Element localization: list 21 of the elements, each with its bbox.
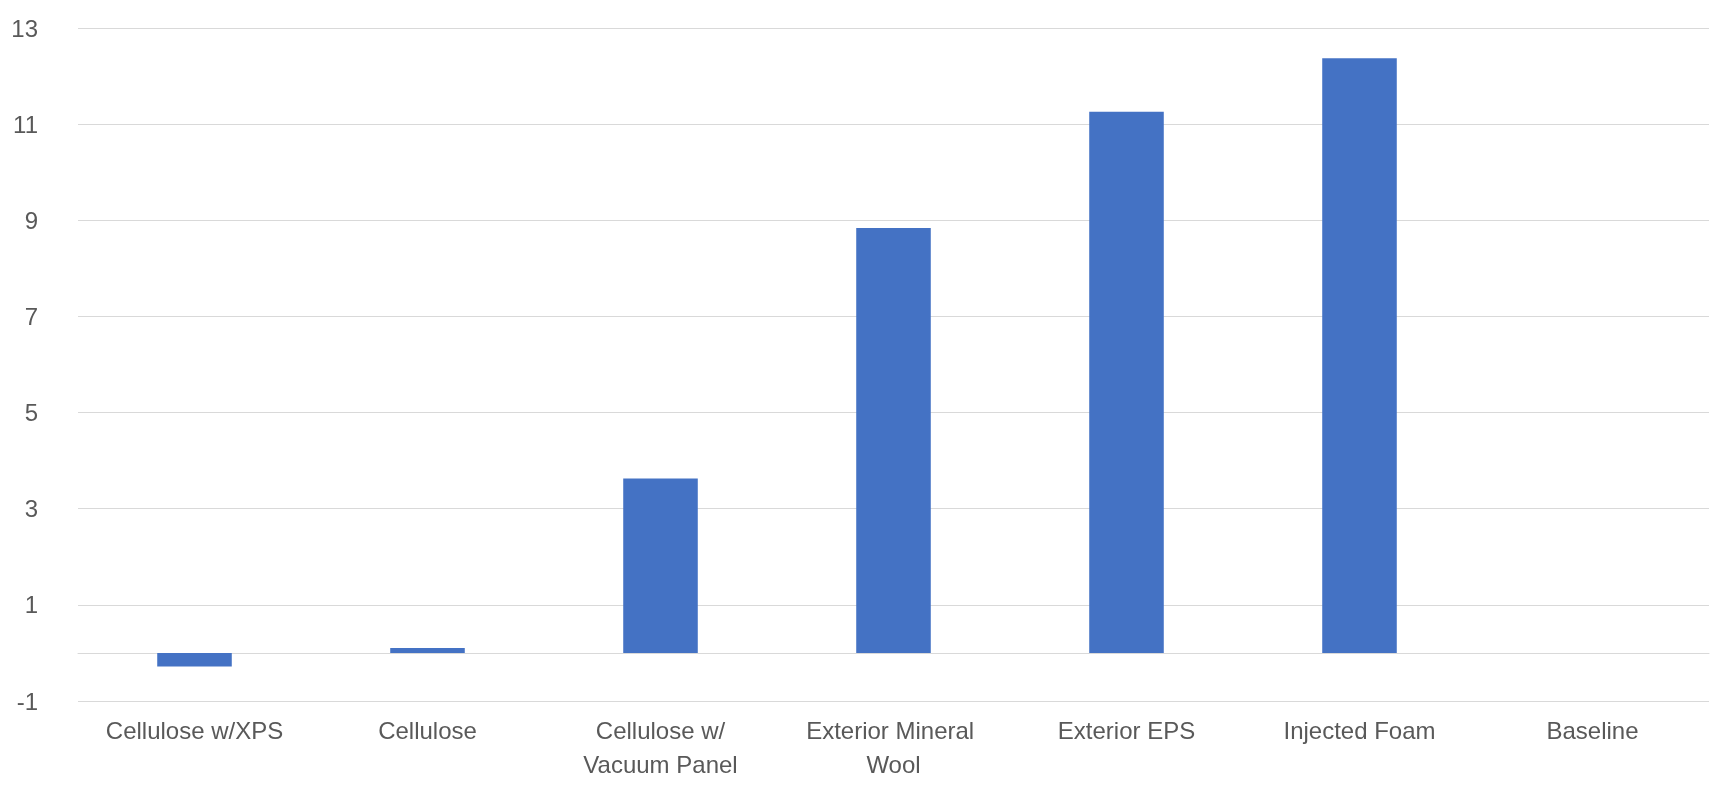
bar (1322, 58, 1397, 653)
x-tick-label: Cellulose w/Vacuum Panel (583, 716, 738, 778)
bar (157, 652, 232, 667)
y-tick-label: -1 (16, 687, 38, 715)
y-tick-label: 3 (24, 495, 38, 523)
y-tick-label: 13 (11, 14, 38, 42)
bar (1089, 111, 1164, 653)
x-tick-label: Cellulose (378, 716, 477, 744)
y-tick-label: 9 (24, 206, 38, 234)
bar (856, 227, 931, 653)
x-tick-label: Exterior Mineral Wool (806, 716, 981, 778)
x-tick-label: Injected Foam (1283, 716, 1436, 744)
bar (623, 478, 698, 653)
bar (390, 648, 465, 653)
y-tick-label: 1 (24, 591, 38, 619)
x-tick-label: Exterior EPS (1057, 716, 1196, 744)
y-tick-label: 7 (24, 302, 38, 330)
y-tick-label: 11 (13, 110, 38, 138)
x-tick-label: Cellulose w/XPS (105, 716, 284, 744)
y-tick-label: 5 (24, 399, 38, 427)
x-tick-label: Baseline (1546, 716, 1639, 744)
